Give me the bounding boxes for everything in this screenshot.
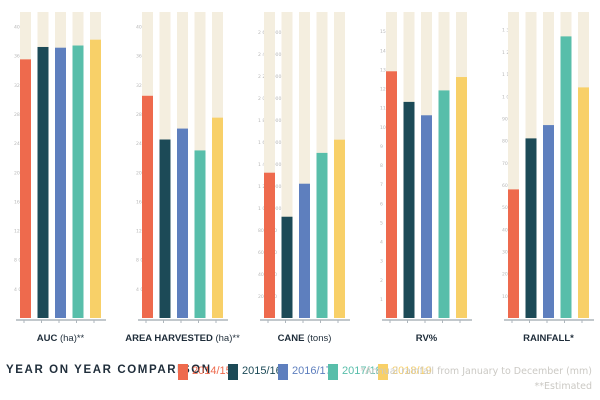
y-tick-label: 12 <box>380 87 386 93</box>
y-tick-label: 15 <box>380 29 386 35</box>
bar-area-harvested-2017-18 <box>194 150 206 318</box>
bar-area-harvested-2015-16 <box>159 139 171 318</box>
chart-unit-text: (tons) <box>304 333 331 344</box>
chart-title-text: AUC <box>37 333 58 344</box>
legend-swatch-2014-15 <box>178 364 188 380</box>
estimated-footnote: **Estimated <box>534 381 593 392</box>
chart-unit-text: (ha)** <box>213 333 240 344</box>
legend-label-2015-16: 2015/16 <box>242 365 282 377</box>
y-tick-label: 700 <box>502 161 511 167</box>
y-tick-label: 100 <box>502 294 511 300</box>
y-tick-label: 5 <box>380 220 383 226</box>
bar-rainfall-2016-17 <box>543 125 554 318</box>
y-tick-label: 14 <box>380 48 386 54</box>
bar-cane-2016-17 <box>299 183 310 318</box>
y-tick-label: 13 <box>380 67 386 73</box>
y-tick-label: 200 <box>502 272 511 278</box>
y-tick-label: 3 <box>380 259 383 265</box>
y-tick-label: 800 <box>502 139 511 145</box>
bar-cane-2018-19 <box>334 139 345 318</box>
chart-title-text: CANE <box>278 333 305 344</box>
chart-title-rv: RV% <box>416 333 438 344</box>
chart-title-text: RV% <box>416 333 438 344</box>
y-tick-label: 900 <box>502 116 511 122</box>
bar-track <box>264 12 275 318</box>
bar-cane-2014-15 <box>264 172 275 318</box>
bar-cane-2017-18 <box>316 152 328 318</box>
legend-swatch-2017-18 <box>328 364 338 380</box>
legend-label-2018-19: 2018/19 <box>392 365 432 377</box>
bar-auc-2014-15 <box>20 59 31 318</box>
bar-auc-2016-17 <box>55 47 66 318</box>
bar-rainfall-2018-19 <box>578 87 589 319</box>
bar-rainfall-2014-15 <box>508 189 519 318</box>
bar-rv-2014-15 <box>386 71 397 318</box>
bar-rv-2018-19 <box>456 77 467 319</box>
y-tick-label: 400 <box>502 227 511 233</box>
bar-track <box>299 12 310 318</box>
bar-auc-2018-19 <box>90 39 101 318</box>
legend-swatch-2015-16 <box>228 364 238 380</box>
bar-area-harvested-2014-15 <box>142 95 153 319</box>
legend-title: YEAR ON YEAR COMPARISON <box>6 364 212 376</box>
bar-track <box>281 12 293 318</box>
bar-auc-2015-16 <box>37 46 49 318</box>
y-tick-label: 500 <box>502 205 511 211</box>
chart-title-text: AREA HARVESTED <box>125 333 213 344</box>
y-tick-label: 300 <box>502 249 511 255</box>
y-tick-label: 6 <box>380 201 383 207</box>
bar-area-harvested-2016-17 <box>177 128 188 318</box>
legend-label-2014-15: 2014/15 <box>192 365 232 377</box>
bar-rv-2017-18 <box>438 90 450 318</box>
y-tick-label: 8 <box>380 163 383 169</box>
legend-label-2016-17: 2016/17 <box>292 365 332 377</box>
bar-rv-2015-16 <box>403 101 415 318</box>
chart-title-text: RAINFALL* <box>523 333 574 344</box>
y-tick-label: 600 <box>502 183 511 189</box>
bar-auc-2017-18 <box>72 45 84 319</box>
chart-unit-text: (ha)** <box>57 333 84 344</box>
chart-title-area-harvested: AREA HARVESTED (ha)** <box>125 333 240 344</box>
y-tick-label: 2 <box>380 278 383 284</box>
bar-rainfall-2017-18 <box>560 36 572 319</box>
legend-swatch-2018-19 <box>378 364 388 380</box>
bar-track <box>508 12 519 318</box>
legend-swatch-2016-17 <box>278 364 288 380</box>
bar-cane-2015-16 <box>281 216 293 318</box>
y-tick-label: 4 <box>380 240 383 246</box>
y-tick-label: 7 <box>380 182 383 188</box>
chart-title-rainfall: RAINFALL* <box>523 333 574 344</box>
bar-rainfall-2015-16 <box>525 138 537 318</box>
chart-title-auc: AUC (ha)** <box>37 333 85 344</box>
bar-rv-2016-17 <box>421 115 432 319</box>
y-tick-label: 9 <box>380 144 383 150</box>
rainfall-footnote: *Annual rainfall from January to Decembe… <box>360 366 592 377</box>
bar-area-harvested-2018-19 <box>212 117 223 319</box>
y-tick-label: 11 <box>380 106 386 112</box>
y-tick-label: 1 <box>380 297 383 303</box>
chart-title-cane: CANE (tons) <box>278 333 332 344</box>
legend-label-2017-18: 2017/18 <box>342 365 382 377</box>
y-tick-label: 10 <box>380 125 386 131</box>
